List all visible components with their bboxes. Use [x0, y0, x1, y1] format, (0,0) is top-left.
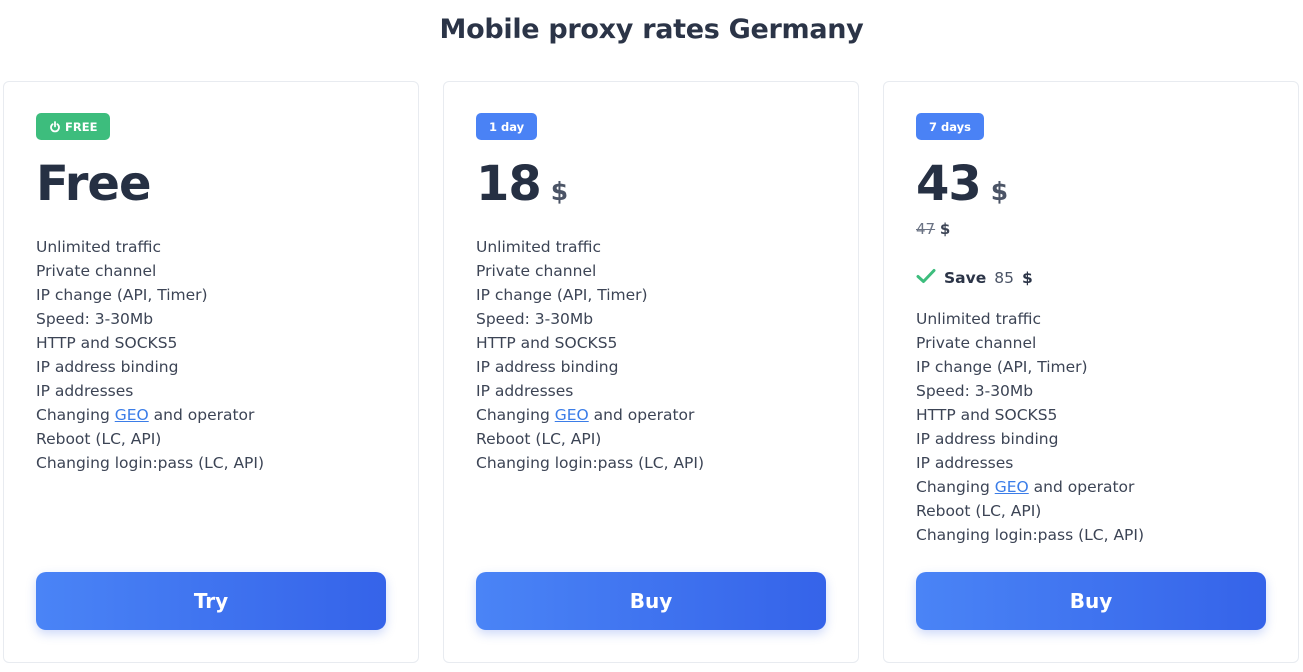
- feature-item: Reboot (LC, API): [36, 430, 162, 448]
- feature-item: HTTP and SOCKS5: [476, 334, 618, 352]
- plan-badge: 7 days: [916, 113, 984, 140]
- save-label: Save: [944, 269, 987, 287]
- plan-price: Free: [36, 152, 151, 216]
- feature-item: IP change (API, Timer): [476, 286, 648, 304]
- feature-list: Unlimited traffic Private channel IP cha…: [476, 235, 704, 475]
- feature-item: HTTP and SOCKS5: [916, 406, 1058, 424]
- geo-link[interactable]: GEO: [994, 478, 1029, 496]
- feature-item: Unlimited traffic: [476, 238, 602, 256]
- plan-badge-label: 1 day: [489, 119, 525, 134]
- price-currency: $: [550, 177, 569, 206]
- plan-card-1-day: 1 day 18 $ Unlimited traffic Private cha…: [443, 81, 859, 663]
- savings-row: Save 85 $: [916, 268, 1033, 288]
- feature-item: IP addresses: [36, 382, 134, 400]
- old-price: 47 $: [916, 220, 950, 238]
- feature-item: IP addresses: [916, 454, 1014, 472]
- plan-price: 18 $: [476, 152, 568, 216]
- feature-item: IP address binding: [476, 358, 619, 376]
- buy-button[interactable]: Buy: [916, 572, 1266, 630]
- feature-item: IP addresses: [476, 382, 574, 400]
- plan-badge: 1 day: [476, 113, 538, 140]
- check-icon: [916, 268, 936, 288]
- feature-item-geo: Changing GEO and operator: [476, 406, 695, 424]
- feature-item-geo: Changing GEO and operator: [36, 406, 255, 424]
- feature-item-geo: Changing GEO and operator: [916, 478, 1135, 496]
- plan-card-free: FREE Free Unlimited traffic Private chan…: [3, 81, 419, 663]
- feature-item: HTTP and SOCKS5: [36, 334, 178, 352]
- plan-price: 43 $: [916, 152, 1008, 216]
- feature-item: IP change (API, Timer): [36, 286, 208, 304]
- feature-item: Changing login:pass (LC, API): [36, 454, 265, 472]
- feature-item: IP address binding: [36, 358, 179, 376]
- geo-link[interactable]: GEO: [554, 406, 589, 424]
- feature-item: Speed: 3-30Mb: [36, 310, 154, 328]
- feature-item: IP change (API, Timer): [916, 358, 1088, 376]
- save-value: 85: [994, 269, 1014, 287]
- feature-item: Changing login:pass (LC, API): [476, 454, 705, 472]
- feature-list: Unlimited traffic Private channel IP cha…: [916, 307, 1144, 547]
- save-currency: $: [1021, 269, 1033, 287]
- geo-link[interactable]: GEO: [114, 406, 149, 424]
- feature-item: Private channel: [476, 262, 597, 280]
- old-price-currency: $: [939, 220, 951, 238]
- power-icon: [49, 120, 61, 133]
- plan-badge: FREE: [36, 113, 111, 140]
- feature-item: Unlimited traffic: [36, 238, 162, 256]
- price-amount: Free: [36, 156, 151, 212]
- feature-item: Changing login:pass (LC, API): [916, 526, 1145, 544]
- feature-item: Reboot (LC, API): [916, 502, 1042, 520]
- feature-item: Private channel: [36, 262, 157, 280]
- old-price-amount: 47: [916, 220, 936, 238]
- price-amount: 18: [476, 156, 542, 212]
- feature-item: IP address binding: [916, 430, 1059, 448]
- page-title: Mobile proxy rates Germany: [439, 14, 864, 45]
- buy-button[interactable]: Buy: [476, 572, 826, 630]
- price-currency: $: [990, 177, 1009, 206]
- price-amount: 43: [916, 156, 982, 212]
- feature-item: Unlimited traffic: [916, 310, 1042, 328]
- feature-item: Private channel: [916, 334, 1037, 352]
- feature-item: Speed: 3-30Mb: [916, 382, 1034, 400]
- feature-item: Reboot (LC, API): [476, 430, 602, 448]
- plan-badge-label: 7 days: [929, 119, 971, 134]
- plan-card-7-days: 7 days 43 $ 47 $ Save 85 $ Unlimited tra…: [883, 81, 1299, 663]
- feature-item: Speed: 3-30Mb: [476, 310, 594, 328]
- try-button[interactable]: Try: [36, 572, 386, 630]
- feature-list: Unlimited traffic Private channel IP cha…: [36, 235, 264, 475]
- plan-badge-label: FREE: [65, 119, 98, 134]
